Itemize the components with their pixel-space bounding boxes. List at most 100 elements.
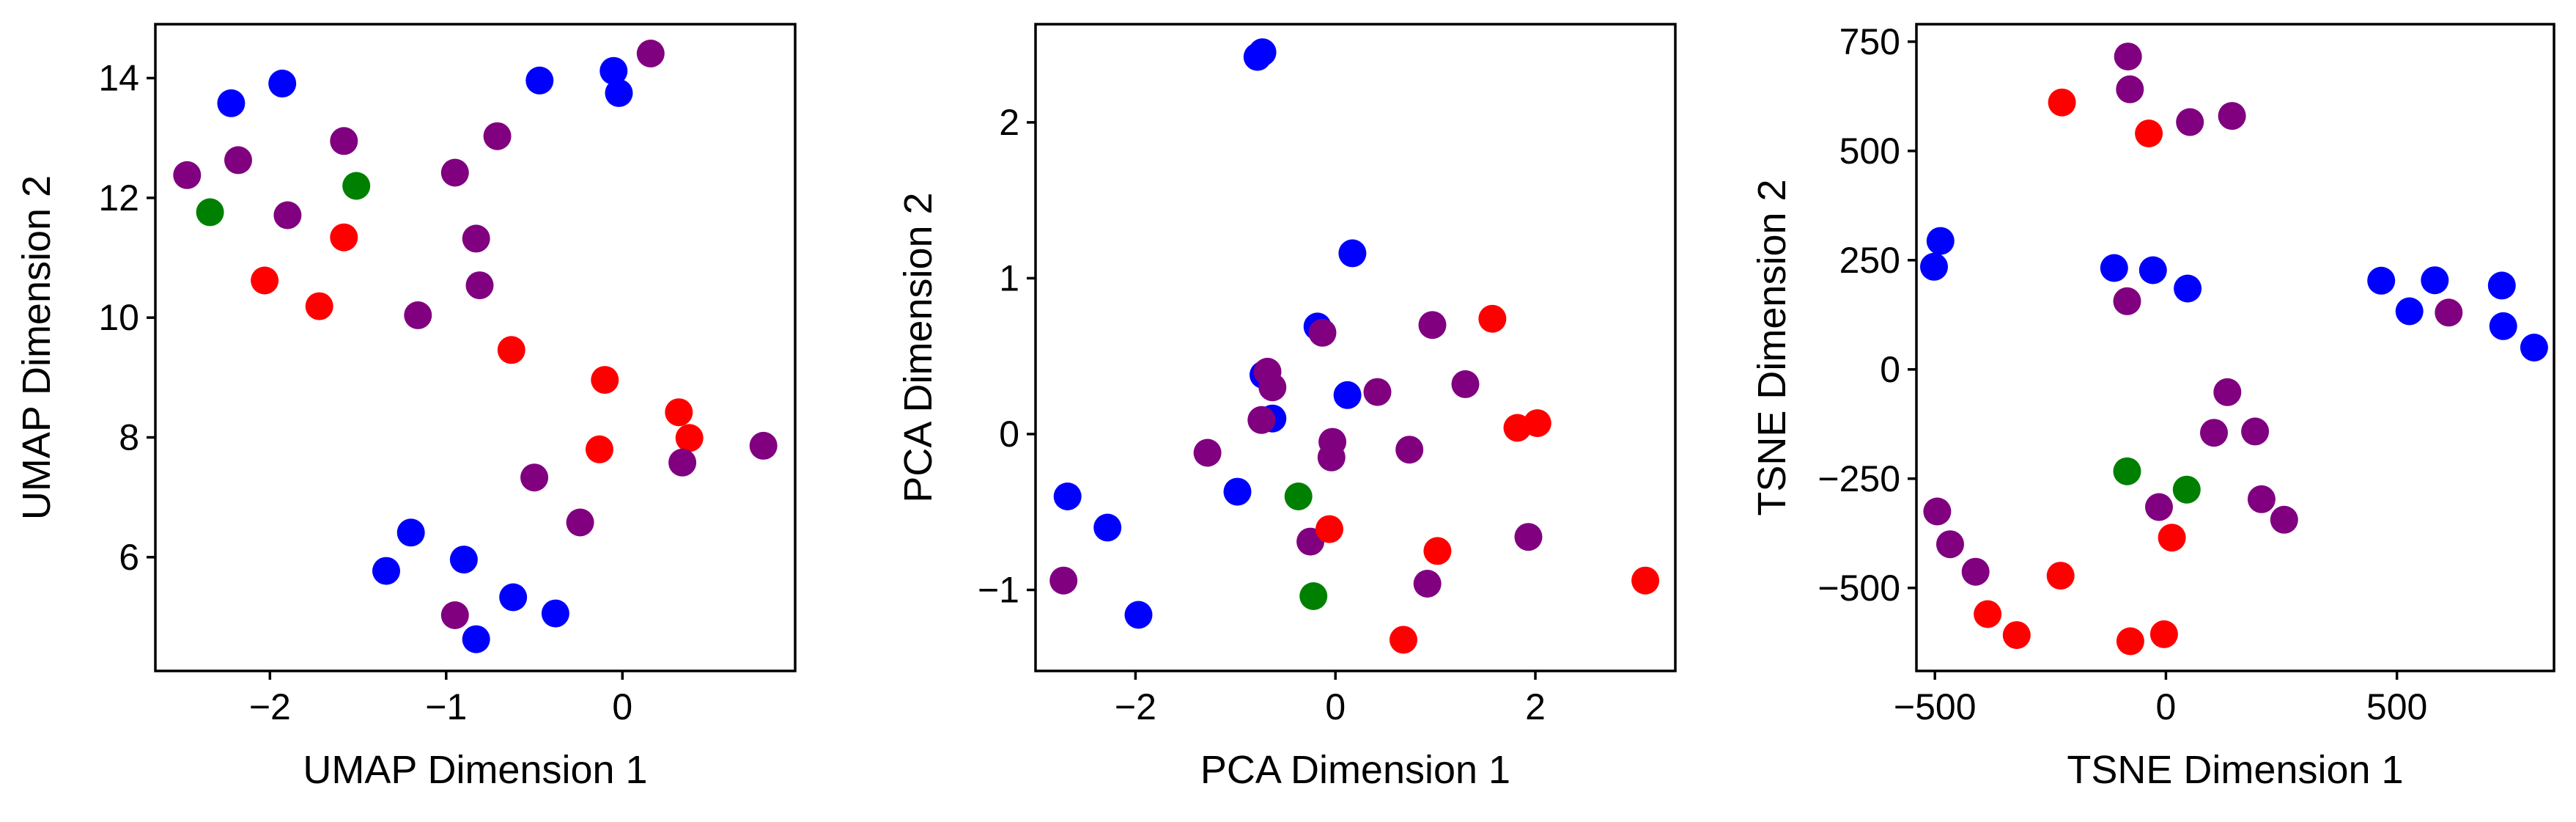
- data-point: [1961, 557, 1990, 586]
- data-point: [330, 223, 358, 252]
- data-point: [1920, 252, 1948, 281]
- x-tick-label: 0: [1325, 686, 1346, 727]
- x-tick-label: 0: [612, 686, 632, 727]
- y-tick-label: 750: [1839, 21, 1900, 62]
- data-point: [1413, 570, 1442, 598]
- data-point: [1258, 373, 1287, 402]
- data-point: [541, 599, 569, 628]
- data-point: [2145, 493, 2173, 521]
- data-point: [1631, 566, 1660, 595]
- y-axis-label: UMAP Dimension 2: [15, 175, 59, 520]
- y-tick-label: 1: [999, 257, 1019, 298]
- data-point: [372, 557, 400, 585]
- data-point: [273, 201, 302, 230]
- data-point: [2520, 334, 2548, 362]
- data-point: [217, 89, 246, 117]
- data-point: [462, 224, 490, 253]
- data-point: [665, 398, 693, 427]
- data-point: [1299, 582, 1328, 610]
- data-point: [2046, 562, 2075, 590]
- data-point: [1523, 409, 1551, 438]
- y-tick-label: 12: [98, 177, 139, 219]
- x-axis-label: PCA Dimension 1: [1200, 748, 1510, 792]
- data-point: [1926, 227, 1955, 255]
- x-tick-label: 0: [2156, 686, 2177, 727]
- y-tick-label: −500: [1817, 568, 1900, 609]
- y-axis-label: PCA Dimension 2: [896, 192, 940, 502]
- data-point: [330, 127, 358, 155]
- data-point: [2421, 266, 2449, 295]
- data-point: [1451, 370, 1480, 398]
- data-point: [224, 146, 252, 175]
- data-point: [2158, 524, 2186, 552]
- axes-frame: [1034, 23, 1677, 672]
- data-point: [1338, 239, 1367, 268]
- data-point: [1390, 625, 1417, 654]
- data-point: [2435, 298, 2463, 327]
- data-point: [1193, 438, 1222, 467]
- data-point: [1247, 406, 1276, 434]
- y-tick-label: 500: [1839, 131, 1900, 172]
- axes-frame: [1915, 23, 2555, 672]
- data-point: [636, 40, 665, 67]
- data-point: [251, 266, 279, 295]
- data-point: [2270, 505, 2298, 534]
- y-tick-label: 14: [98, 58, 139, 99]
- data-point: [2116, 627, 2144, 656]
- data-point: [2174, 274, 2202, 303]
- y-tick-label: 6: [119, 537, 139, 578]
- data-point: [1363, 378, 1392, 406]
- data-point: [2100, 254, 2128, 282]
- data-point: [2395, 297, 2424, 326]
- y-tick-label: 2: [999, 102, 1019, 143]
- data-point: [1333, 381, 1362, 409]
- x-tick-label: −500: [1894, 686, 1977, 727]
- data-point: [2113, 287, 2141, 315]
- data-point: [2218, 102, 2246, 131]
- data-point: [2241, 417, 2270, 446]
- data-point: [605, 78, 633, 107]
- panel-3: −500 0 500 −500 −250 0 250 500 750 TSNE Dimension…: [1750, 21, 2555, 792]
- data-point: [1093, 513, 1122, 542]
- y-tick-label: 8: [119, 417, 139, 458]
- data-point: [305, 292, 333, 320]
- data-point: [1395, 436, 1424, 464]
- data-point: [483, 122, 512, 150]
- x-tick-label: −2: [1115, 686, 1156, 727]
- data-point: [342, 172, 371, 200]
- data-points: [1049, 38, 1660, 654]
- data-point: [2172, 475, 2201, 504]
- data-points: [1920, 43, 2548, 656]
- data-point: [440, 158, 469, 187]
- x-tick-label: 2: [1525, 686, 1546, 727]
- y-tick-label: −250: [1817, 458, 1900, 499]
- data-point: [1514, 523, 1543, 551]
- data-point: [2213, 378, 2242, 406]
- data-point: [566, 508, 594, 537]
- y-tick-label: −1: [978, 569, 1019, 610]
- data-point: [1053, 482, 1082, 510]
- data-point: [2114, 43, 2142, 71]
- data-point: [749, 431, 778, 460]
- data-point: [520, 463, 549, 492]
- x-tick-label: 500: [2366, 686, 2427, 727]
- data-point: [2149, 620, 2178, 648]
- x-tick-label: −2: [249, 686, 291, 727]
- data-point: [1974, 600, 2002, 628]
- x-axis-label: TSNE Dimension 1: [2067, 748, 2403, 792]
- x-axis-label: UMAP Dimension 1: [303, 748, 647, 792]
- data-point: [591, 366, 619, 395]
- data-point: [1308, 318, 1337, 347]
- data-point: [440, 601, 469, 629]
- data-point: [1423, 537, 1452, 565]
- x-tick-label: −1: [425, 686, 467, 727]
- data-point: [462, 625, 490, 653]
- y-tick-label: 10: [98, 297, 139, 338]
- data-point: [1124, 601, 1153, 629]
- data-point: [173, 161, 202, 189]
- data-point: [268, 69, 297, 98]
- data-point: [675, 424, 704, 452]
- data-point: [1049, 566, 1078, 595]
- data-point: [449, 546, 478, 574]
